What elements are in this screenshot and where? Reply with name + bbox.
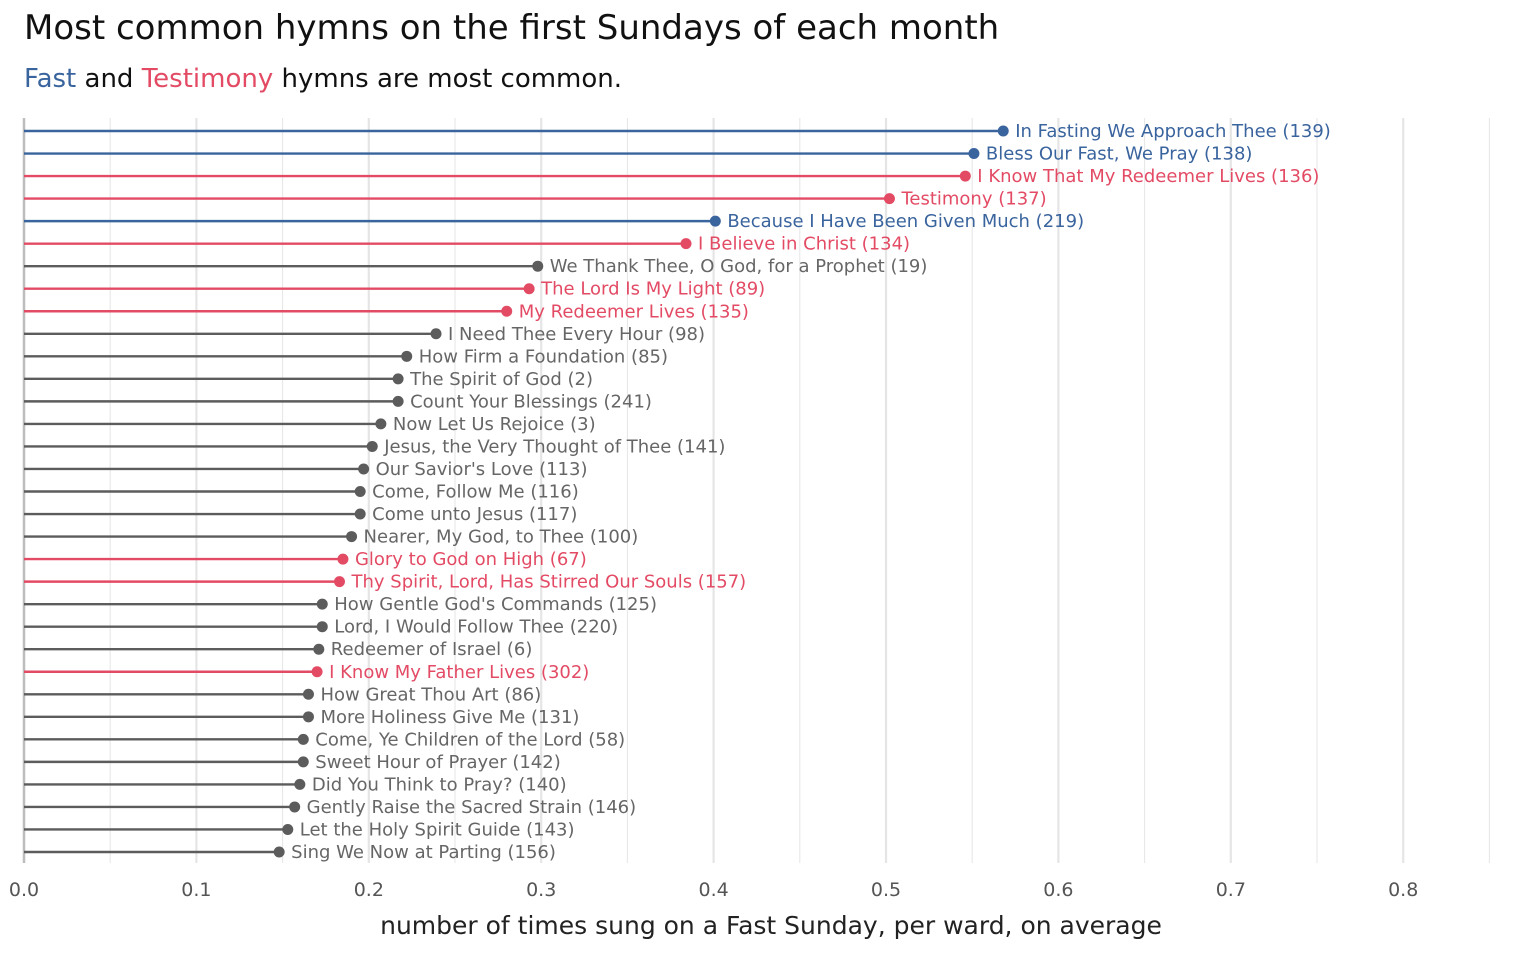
x-tick-label: 0.0 [9,879,39,901]
hymn-label: How Great Thou Art (86) [320,684,541,705]
hymn-label: My Redeemer Lives (135) [519,301,749,322]
lollipop-point [523,283,535,295]
subtitle-rest: hymns are most common. [273,64,623,94]
lollipop-point [282,823,294,835]
hymn-label: Nearer, My God, to Thee (100) [364,527,639,548]
hymn-label: Now Let Us Rejoice (3) [393,414,596,435]
lollipop-point [401,350,413,362]
hymn-label: The Spirit of God (2) [409,369,593,390]
x-tick-label: 0.5 [871,879,901,901]
hymn-label: Because I Have Been Given Much (219) [727,211,1084,232]
lollipop-point [333,576,345,588]
lollipop-point [375,418,387,430]
hymn-label: Sing We Now at Parting (156) [291,842,556,863]
hymn-label: Sweet Hour of Prayer (142) [315,752,560,773]
hymn-label: We Thank Thee, O God, for a Prophet (19) [550,256,928,277]
hymn-label: Testimony (137) [900,189,1046,210]
hymn-label: How Firm a Foundation (85) [419,346,668,367]
hymn-label: Come unto Jesus (117) [372,504,577,525]
lollipop-point [959,170,971,182]
lollipop-point [302,711,314,723]
lollipop-point [354,486,366,497]
x-tick-label: 0.4 [698,879,728,901]
lollipop-point [532,260,544,272]
hymn-label: More Holiness Give Me (131) [320,707,579,728]
lollipop-point [358,463,370,475]
hymn-label: I Know My Father Lives (302) [329,662,589,683]
hymn-label: I Believe in Christ (134) [698,234,910,255]
lollipop-point [302,688,314,700]
hymn-label: The Lord Is My Light (89) [540,279,765,300]
x-tick-label: 0.6 [1043,879,1073,901]
lollipop-point [366,440,378,452]
hymn-label: Let the Holy Spirit Guide (143) [300,819,575,840]
lollipop-point [392,395,404,407]
subtitle-fast-word: Fast [24,64,77,94]
hymn-label: Bless Our Fast, We Pray (138) [986,144,1253,165]
hymn-label: I Need Thee Every Hour (98) [448,324,705,345]
hymn-label: Gently Raise the Sacred Strain (146) [307,797,636,818]
lollipop-point [392,373,404,385]
lollipop-point [354,508,366,520]
hymn-label: In Fasting We Approach Thee (139) [1015,121,1331,142]
lollipop-point [316,621,328,633]
hymn-label: Our Savior's Love (113) [376,459,588,480]
lollipop-point [297,756,309,768]
hymn-label: Jesus, the Very Thought of Thee (141) [383,436,725,457]
lollipop-point [273,846,285,858]
lollipop-point [997,125,1009,137]
x-tick-label: 0.1 [181,879,211,901]
hymn-label: Thy Spirit, Lord, Has Stirred Our Souls … [350,572,746,593]
x-tick-label: 0.7 [1216,879,1246,901]
lollipop-point [294,778,306,790]
lollipop-point [337,553,349,565]
hymn-label: Come, Ye Children of the Lord (58) [315,729,625,750]
lollipop-point [968,148,980,160]
lollipop-point [430,328,442,340]
hymn-label: How Gentle God's Commands (125) [334,594,657,615]
chart-subtitle: Fast and Testimony hymns are most common… [24,64,622,94]
lollipop-point [709,215,721,227]
hymn-label: Did You Think to Pray? (140) [312,774,567,795]
subtitle-and-word: and [76,64,142,94]
subtitle-testimony-word: Testimony [141,64,274,94]
lollipop-point [289,801,301,813]
hymn-label: Redeemer of Israel (6) [331,639,533,660]
x-tick-label: 0.8 [1388,879,1418,901]
x-axis-title: number of times sung on a Fast Sunday, p… [380,911,1162,940]
lollipop-point [313,643,325,655]
lollipop-point [311,666,323,678]
lollipop-point [297,733,309,745]
x-tick-label: 0.2 [354,879,384,901]
hymn-label: Come, Follow Me (116) [372,482,579,503]
lollipop-point [680,238,692,250]
hymn-label: Lord, I Would Follow Thee (220) [334,617,618,638]
hymn-label: Glory to God on High (67) [355,549,587,570]
lollipop-point [883,193,895,205]
hymn-label: Count Your Blessings (241) [410,391,652,412]
x-tick-label: 0.3 [526,879,556,901]
hymn-label: I Know That My Redeemer Lives (136) [977,166,1319,187]
lollipop-point [316,598,328,610]
lollipop-point [346,531,358,543]
lollipop-point [501,305,513,317]
chart-title: Most common hymns on the first Sundays o… [24,8,1000,48]
